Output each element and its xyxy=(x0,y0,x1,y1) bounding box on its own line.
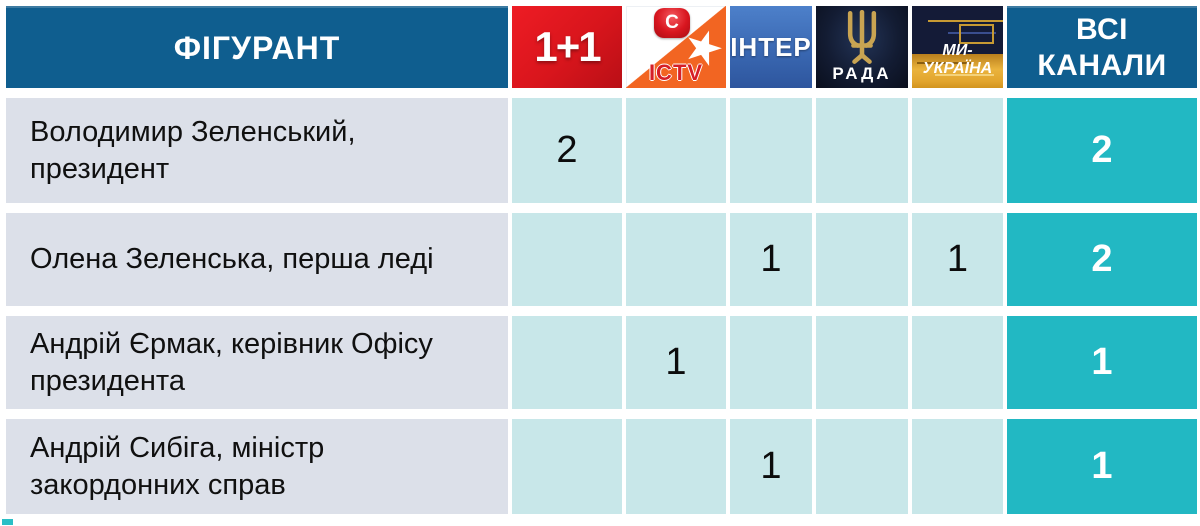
my-ukraina-navy-block xyxy=(912,6,1003,54)
total-cell: 2 xyxy=(1007,98,1197,203)
figurant-name: Олена Зеленська, перша леді xyxy=(6,213,508,306)
total-cell: 2 xyxy=(1007,213,1197,306)
ictv-badge-letter: C xyxy=(665,12,679,33)
figurant-name: Володимир Зеленський, президент xyxy=(6,98,508,203)
value-cell-rada xyxy=(816,98,908,203)
value-cell-rada xyxy=(816,213,908,306)
all-channels-label-line2: КАНАЛИ xyxy=(1037,49,1167,82)
rada-logo-text: РАДА xyxy=(832,64,892,83)
figurant-name: Андрій Сибіга, міністр закордонних справ xyxy=(6,419,508,514)
next-row-edge-sliver xyxy=(2,519,13,525)
value-cell-1plus1: 2 xyxy=(512,98,622,203)
value-cell-my-ukraina xyxy=(912,98,1003,203)
channel-logo-my-ukraina: МИ-УКРАЇНА xyxy=(912,6,1003,88)
channel-logo-rada: РАДА xyxy=(816,6,908,88)
channel-logo-ictv: ★ C ICTV xyxy=(626,6,726,88)
trident-icon xyxy=(847,10,877,64)
value-cell-ictv xyxy=(626,213,726,306)
figurant-name: Андрій Єрмак, керівник Офісу президента xyxy=(6,316,508,409)
decorative-rect xyxy=(959,24,995,44)
value-cell-ictv: 1 xyxy=(626,316,726,409)
value-cell-1plus1 xyxy=(512,316,622,409)
decorative-line xyxy=(928,20,1003,22)
ictv-c-badge-icon: C xyxy=(654,8,690,38)
value-cell-my-ukraina: 1 xyxy=(912,213,1003,306)
value-cell-ictv xyxy=(626,98,726,203)
value-cell-ictv xyxy=(626,419,726,514)
inter-logo-text: ІНТЕР xyxy=(730,31,812,62)
value-cell-my-ukraina xyxy=(912,419,1003,514)
value-cell-my-ukraina xyxy=(912,316,1003,409)
column-header-all-channels: ВСІ КАНАЛИ xyxy=(1007,6,1197,88)
value-cell-1plus1 xyxy=(512,213,622,306)
my-ukraina-logo-text: МИ-УКРАЇНА xyxy=(922,42,993,78)
total-cell: 1 xyxy=(1007,316,1197,409)
value-cell-rada xyxy=(816,419,908,514)
channel-logo-1plus1: 1+1 xyxy=(512,6,622,88)
value-cell-inter xyxy=(730,316,812,409)
decorative-line xyxy=(948,32,996,34)
ictv-logo-text: ICTV xyxy=(648,60,704,85)
value-cell-inter: 1 xyxy=(730,419,812,514)
value-cell-1plus1 xyxy=(512,419,622,514)
value-cell-inter: 1 xyxy=(730,213,812,306)
decorative-line xyxy=(934,74,994,76)
mentions-table: ФІГУРАНТ 1+1 ★ C ICTV ІНТЕР xyxy=(6,6,1197,514)
value-cell-inter xyxy=(730,98,812,203)
my-ukraina-title-band: МИ-УКРАЇНА xyxy=(912,42,1003,78)
all-channels-label-line1: ВСІ xyxy=(1075,13,1129,46)
my-ukraina-gold-block xyxy=(912,53,1003,88)
total-cell: 1 xyxy=(1007,419,1197,514)
decorative-line xyxy=(917,62,972,64)
value-cell-rada xyxy=(816,316,908,409)
column-header-figurant: ФІГУРАНТ xyxy=(6,6,508,88)
channel-logo-inter: ІНТЕР xyxy=(730,6,812,88)
figurant-header-label: ФІГУРАНТ xyxy=(173,29,341,66)
1plus1-logo-text: 1+1 xyxy=(534,23,601,70)
